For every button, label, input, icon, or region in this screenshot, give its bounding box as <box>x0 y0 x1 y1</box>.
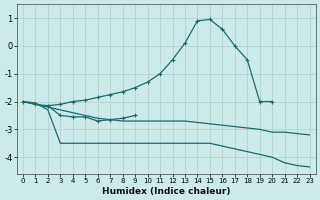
X-axis label: Humidex (Indice chaleur): Humidex (Indice chaleur) <box>102 187 230 196</box>
